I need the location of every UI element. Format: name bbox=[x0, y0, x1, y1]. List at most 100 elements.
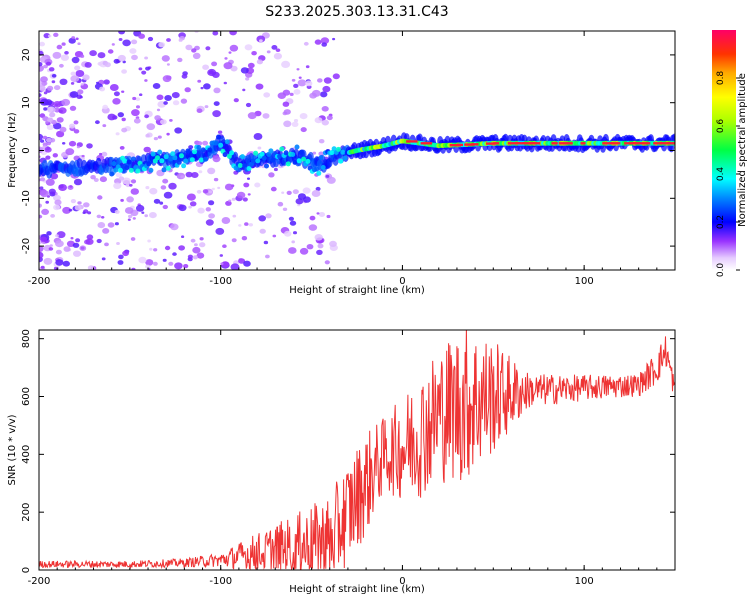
spectrogram-noise-blob bbox=[54, 85, 61, 91]
spectrogram-noise-blob bbox=[117, 260, 124, 265]
spectrogram-noise-blob bbox=[60, 54, 69, 61]
spectrogram-noise-blob bbox=[75, 238, 81, 243]
spectrogram-noise-blob bbox=[164, 95, 172, 101]
spectrogram-noise-blob bbox=[297, 79, 307, 87]
spectrogram-ridge-cell bbox=[170, 151, 176, 157]
spectrogram-ridge-cell bbox=[111, 161, 117, 167]
spectrogram-noise-blob bbox=[135, 97, 141, 102]
spectrogram-noise-blob bbox=[199, 242, 206, 248]
spectrogram-noise-blob bbox=[97, 52, 106, 59]
spectrogram-noise-blob bbox=[56, 231, 66, 239]
spectrogram-noise-blob bbox=[317, 78, 323, 83]
spectrogram-noise-blob bbox=[87, 211, 92, 215]
spectrogram-noise-blob bbox=[58, 107, 67, 114]
spectrogram-ridge-cell bbox=[259, 151, 265, 157]
spectrogram-noise-blob bbox=[46, 231, 52, 236]
spectrogram-ridge-cell bbox=[179, 153, 184, 159]
spectrogram-noise-blob bbox=[162, 75, 172, 83]
colorbar: 0.0 0.2 0.4 0.6 0.8 Normalized spectral ampl… bbox=[712, 30, 748, 277]
spectrogram-noise-blob bbox=[145, 66, 151, 71]
spectrogram-noise-blob bbox=[132, 96, 137, 101]
spectrogram-noise-blob bbox=[326, 214, 331, 219]
spectrogram-marks bbox=[39, 31, 675, 270]
spectrogram-noise-blob bbox=[185, 44, 193, 51]
spectrogram-noise-blob bbox=[213, 177, 219, 182]
spectrogram-noise-blob bbox=[303, 41, 309, 46]
spectrogram-noise-blob bbox=[70, 82, 75, 85]
spectrogram-noise-blob bbox=[172, 100, 180, 106]
spectrogram-peak-cell bbox=[406, 140, 418, 143]
spectrogram-noise-blob bbox=[63, 246, 71, 252]
spectrogram-noise-blob bbox=[102, 124, 107, 128]
spectrogram-noise-blob bbox=[266, 50, 271, 54]
spectrogram-noise-blob bbox=[291, 240, 296, 244]
spectrogram-ridge-cell bbox=[290, 152, 296, 157]
spectrogram-noise-blob bbox=[202, 189, 209, 194]
spectrogram-noise-blob bbox=[120, 198, 124, 202]
spectrogram-noise-blob bbox=[205, 219, 214, 226]
spectrogram-noise-blob bbox=[144, 79, 148, 82]
spectrogram-noise-blob bbox=[130, 188, 139, 195]
spectrogram-noise-blob bbox=[45, 178, 55, 186]
spectrogram-noise-blob bbox=[320, 37, 330, 44]
spectrogram-noise-blob bbox=[242, 88, 246, 92]
spectrogram-noise-blob bbox=[314, 117, 323, 124]
spectrogram-noise-blob bbox=[221, 217, 231, 224]
spectrogram-noise-blob bbox=[96, 238, 102, 244]
spectrogram-noise-blob bbox=[53, 101, 62, 108]
spectrogram-noise-blob bbox=[232, 214, 237, 218]
spectrogram-noise-blob bbox=[58, 184, 67, 191]
spectrogram-noise-blob bbox=[197, 207, 205, 214]
spectrogram-ridge-cell bbox=[126, 159, 132, 165]
spectrogram-noise-blob bbox=[50, 214, 55, 218]
spectrogram-noise-blob bbox=[43, 107, 48, 111]
spectrogram-noise-blob bbox=[247, 112, 257, 120]
spectrogram-noise-blob bbox=[292, 189, 299, 195]
spectrogram-noise-blob bbox=[43, 257, 53, 265]
spectrogram-noise-blob bbox=[323, 77, 332, 84]
spectrogram-noise-blob bbox=[145, 264, 151, 269]
spectrogram-noise-blob bbox=[228, 199, 232, 203]
spectrogram-noise-blob bbox=[193, 52, 201, 58]
spectrogram-noise-blob bbox=[61, 98, 71, 106]
snr-x-label: Height of straight line (km) bbox=[289, 584, 425, 595]
spectrogram-noise-blob bbox=[53, 204, 61, 211]
spectrogram-ridge-cell bbox=[336, 146, 341, 152]
spectrogram-noise-blob bbox=[263, 240, 269, 245]
spectrogram-noise-blob bbox=[126, 196, 134, 203]
spectrogram-noise-blob bbox=[190, 238, 196, 243]
spectrogram-noise-blob bbox=[47, 85, 54, 91]
spectrogram-noise-blob bbox=[119, 146, 125, 150]
spectrogram-noise-blob bbox=[257, 146, 262, 150]
spectrogram-noise-blob bbox=[291, 78, 296, 82]
spectrogram-noise-blob bbox=[283, 109, 291, 115]
spectrogram-ridge-cell bbox=[165, 165, 171, 171]
spectrogram-noise-blob bbox=[312, 151, 317, 155]
spectrogram-noise-blob bbox=[238, 224, 242, 227]
spectrogram-noise-blob bbox=[99, 152, 103, 156]
spectrogram-ridge-cell bbox=[183, 158, 189, 164]
spectrogram-noise-blob bbox=[114, 209, 120, 214]
spectrogram-noise-blob bbox=[124, 207, 134, 214]
spectrogram-noise-blob bbox=[208, 190, 213, 194]
spectrogram-noise-blob bbox=[39, 65, 44, 72]
spectrogram-noise-blob bbox=[185, 171, 193, 178]
spectrogram-noise-blob bbox=[217, 186, 221, 190]
spectrogram-ridge-cell bbox=[157, 149, 163, 155]
spectrogram-noise-blob bbox=[170, 223, 179, 231]
spectrogram-noise-blob bbox=[40, 190, 49, 198]
spectrogram-noise-blob bbox=[258, 215, 267, 222]
spectrogram-noise-blob bbox=[180, 98, 188, 104]
spectrogram-noise-blob bbox=[166, 38, 171, 42]
spectrogram-noise-blob bbox=[273, 52, 282, 60]
spectrogram-noise-blob bbox=[109, 84, 119, 91]
spectrogram-noise-blob bbox=[107, 222, 115, 228]
spectrogram-noise-blob bbox=[121, 117, 126, 122]
spectrogram-peak-cell bbox=[522, 142, 537, 145]
spectrogram-ridge-cell bbox=[279, 146, 285, 152]
spectrogram-noise-blob bbox=[174, 262, 183, 270]
spectrogram-peak-cell bbox=[529, 142, 541, 145]
spectrogram-noise-blob bbox=[153, 198, 161, 204]
spectrogram-noise-blob bbox=[254, 182, 261, 188]
spectrogram-noise-blob bbox=[262, 113, 270, 119]
